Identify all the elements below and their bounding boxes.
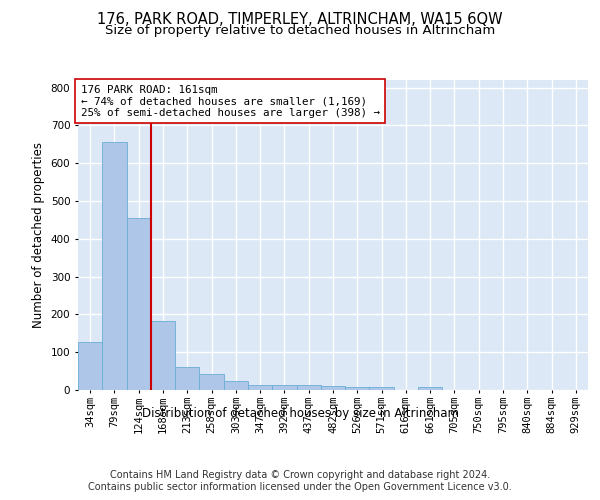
Text: Size of property relative to detached houses in Altrincham: Size of property relative to detached ho… [105,24,495,37]
Bar [321,386,345,390]
Text: 176, PARK ROAD, TIMPERLEY, ALTRINCHAM, WA15 6QW: 176, PARK ROAD, TIMPERLEY, ALTRINCHAM, W… [97,12,503,28]
Text: Contains public sector information licensed under the Open Government Licence v3: Contains public sector information licen… [88,482,512,492]
Bar [151,321,175,390]
Bar [199,374,224,390]
Bar [370,387,394,390]
Text: Distribution of detached houses by size in Altrincham: Distribution of detached houses by size … [142,408,458,420]
Bar [296,386,321,390]
Bar [175,368,199,390]
Text: Contains HM Land Registry data © Crown copyright and database right 2024.: Contains HM Land Registry data © Crown c… [110,470,490,480]
Y-axis label: Number of detached properties: Number of detached properties [32,142,45,328]
Bar [102,142,127,390]
Bar [248,386,272,390]
Bar [224,382,248,390]
Text: 176 PARK ROAD: 161sqm
← 74% of detached houses are smaller (1,169)
25% of semi-d: 176 PARK ROAD: 161sqm ← 74% of detached … [80,84,380,118]
Bar [418,387,442,390]
Bar [127,218,151,390]
Bar [78,342,102,390]
Bar [272,384,296,390]
Bar [345,388,370,390]
